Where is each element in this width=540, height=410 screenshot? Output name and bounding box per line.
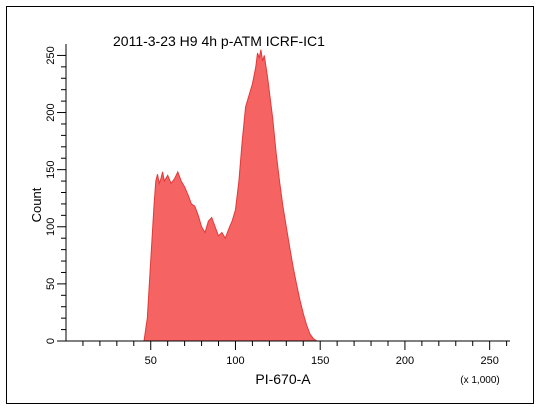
- x-tick-label-150: 150: [311, 355, 329, 367]
- y-tick-label-200: 200: [45, 103, 57, 121]
- y-tick-label-50: 50: [45, 278, 57, 290]
- x-tick-label-50: 50: [145, 355, 157, 367]
- y-tick-label-0: 0: [45, 338, 57, 344]
- x-tick-label-100: 100: [226, 355, 244, 367]
- y-tick-label-250: 250: [45, 46, 57, 64]
- y-tick-label-100: 100: [45, 218, 57, 236]
- x-tick-label-200: 200: [396, 355, 414, 367]
- y-axis-label: Count: [29, 187, 44, 222]
- x-tick-label-250: 250: [480, 355, 498, 367]
- y-tick-label-150: 150: [45, 160, 57, 178]
- x-axis-label: PI-670-A: [255, 371, 311, 387]
- histogram-area-series-0: [143, 49, 319, 342]
- x-axis-unit-note: (x 1,000): [460, 375, 499, 386]
- chart-title: 2011-3-23 H9 4h p-ATM ICRF-IC1: [113, 33, 325, 49]
